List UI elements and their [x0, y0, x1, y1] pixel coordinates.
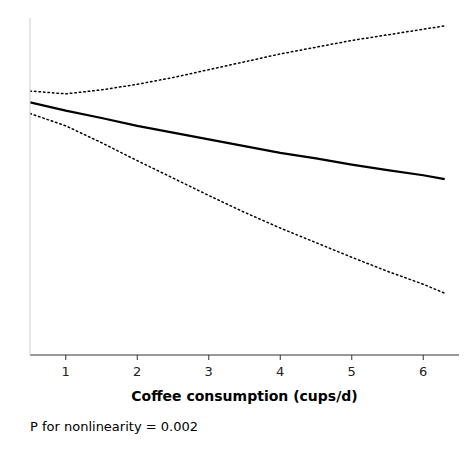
x-tick-label: 4 — [276, 364, 284, 379]
line-dotted — [30, 113, 445, 293]
plot-lines — [30, 26, 445, 293]
annotation: P for nonlinearity = 0.002 — [30, 419, 198, 434]
x-tick-label: 2 — [133, 364, 141, 379]
x-tick — [208, 355, 209, 360]
x-tick — [137, 355, 138, 360]
x-tick — [423, 355, 424, 360]
line-dotted — [30, 26, 445, 94]
x-tick-label: 6 — [419, 364, 427, 379]
x-tick-label: 1 — [62, 364, 70, 379]
x-tick-label: 3 — [205, 364, 213, 379]
chart-container: 1 2 3 4 5 6 Coffee consumption (cups/d) P for n… — [0, 0, 474, 474]
chart-svg: 1 2 3 4 5 6 Coffee consumption (cups/d) P for n… — [0, 0, 474, 474]
x-axis-label: Coffee consumption (cups/d) — [131, 388, 357, 404]
x-tick — [280, 355, 281, 360]
x-tick — [351, 355, 352, 360]
x-tick — [65, 355, 66, 360]
x-axis-line — [30, 355, 459, 356]
line-solid — [30, 102, 445, 179]
y-axis-line — [30, 18, 31, 355]
x-tick-label: 5 — [348, 364, 356, 379]
